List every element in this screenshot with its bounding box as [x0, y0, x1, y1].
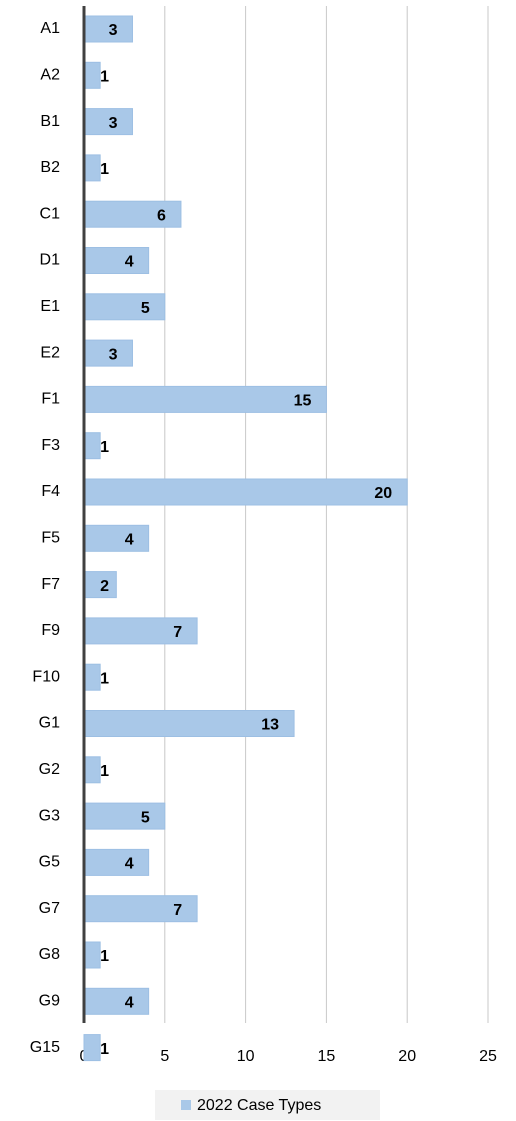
- value-label: 1: [100, 69, 109, 86]
- y-tick-label: F9: [41, 622, 60, 639]
- value-label: 4: [125, 254, 134, 271]
- y-tick-label: E1: [40, 298, 60, 315]
- y-tick-label: F7: [41, 576, 60, 593]
- y-tick-label: G15: [30, 1039, 60, 1056]
- x-tick-label: 15: [318, 1048, 336, 1065]
- y-tick-label: D1: [40, 252, 61, 269]
- y-tick-label: G8: [39, 946, 60, 963]
- y-tick-label: E2: [40, 344, 60, 361]
- bar: [83, 848, 150, 876]
- y-tick-label: F10: [32, 668, 60, 685]
- bar: [83, 663, 101, 691]
- bar: [83, 1034, 101, 1062]
- value-label: 13: [261, 717, 279, 734]
- value-label: 20: [374, 485, 392, 502]
- value-label: 1: [100, 1041, 109, 1058]
- value-label: 1: [100, 670, 109, 687]
- value-label: 4: [125, 856, 134, 873]
- bar: [83, 756, 101, 784]
- y-tick-label: G7: [39, 900, 60, 917]
- y-tick-label: G1: [39, 715, 60, 732]
- bar: [83, 987, 150, 1015]
- bar: [83, 154, 101, 182]
- y-tick-label: G9: [39, 993, 60, 1010]
- y-tick-label: G3: [39, 807, 60, 824]
- value-label: 1: [100, 439, 109, 456]
- x-tick-label: 20: [398, 1048, 416, 1065]
- bar: [83, 571, 117, 599]
- value-label: 3: [109, 22, 118, 39]
- value-label: 5: [141, 300, 150, 317]
- bar: [83, 895, 198, 923]
- value-label: 4: [125, 532, 134, 549]
- y-tick-label: F4: [41, 483, 60, 500]
- bar: [83, 293, 166, 321]
- value-label: 3: [109, 346, 118, 363]
- value-label: 5: [141, 809, 150, 826]
- value-label: 6: [157, 207, 166, 224]
- y-tick-label: F5: [41, 530, 60, 547]
- y-tick-label: F3: [41, 437, 60, 454]
- y-tick-label: F1: [41, 391, 60, 408]
- bar: [83, 478, 408, 506]
- legend-swatch: [181, 1100, 191, 1110]
- bar: [83, 385, 327, 413]
- value-label: 7: [173, 902, 182, 919]
- y-tick-label: B1: [40, 113, 60, 130]
- bar: [83, 247, 150, 274]
- y-tick-label: C1: [40, 205, 61, 222]
- bar: [83, 802, 166, 830]
- y-tick-label: A1: [40, 20, 60, 37]
- legend-label: 2022 Case Types: [197, 1097, 321, 1114]
- y-tick-label: B2: [40, 159, 60, 176]
- bar: [83, 432, 101, 460]
- y-tick-label: G2: [39, 761, 60, 778]
- value-label: 15: [294, 393, 312, 410]
- bar: [83, 941, 101, 969]
- value-label: 7: [173, 624, 182, 641]
- bar: [83, 524, 150, 552]
- bar: [83, 61, 101, 89]
- bar: [83, 710, 295, 737]
- bar: [83, 200, 182, 228]
- x-tick-label: 25: [479, 1048, 497, 1065]
- value-label: 3: [109, 115, 118, 132]
- value-label: 1: [100, 161, 109, 178]
- x-tick-label: 5: [160, 1048, 169, 1065]
- value-label: 1: [100, 763, 109, 780]
- value-label: 4: [125, 995, 134, 1012]
- bar: [83, 617, 198, 645]
- value-label: 2: [100, 578, 109, 595]
- value-label: 1: [100, 948, 109, 965]
- y-tick-label: A2: [40, 67, 60, 84]
- bar: [83, 15, 133, 43]
- y-tick-label: G5: [39, 854, 60, 871]
- x-tick-label: 10: [237, 1048, 255, 1065]
- legend-box: [155, 1090, 380, 1120]
